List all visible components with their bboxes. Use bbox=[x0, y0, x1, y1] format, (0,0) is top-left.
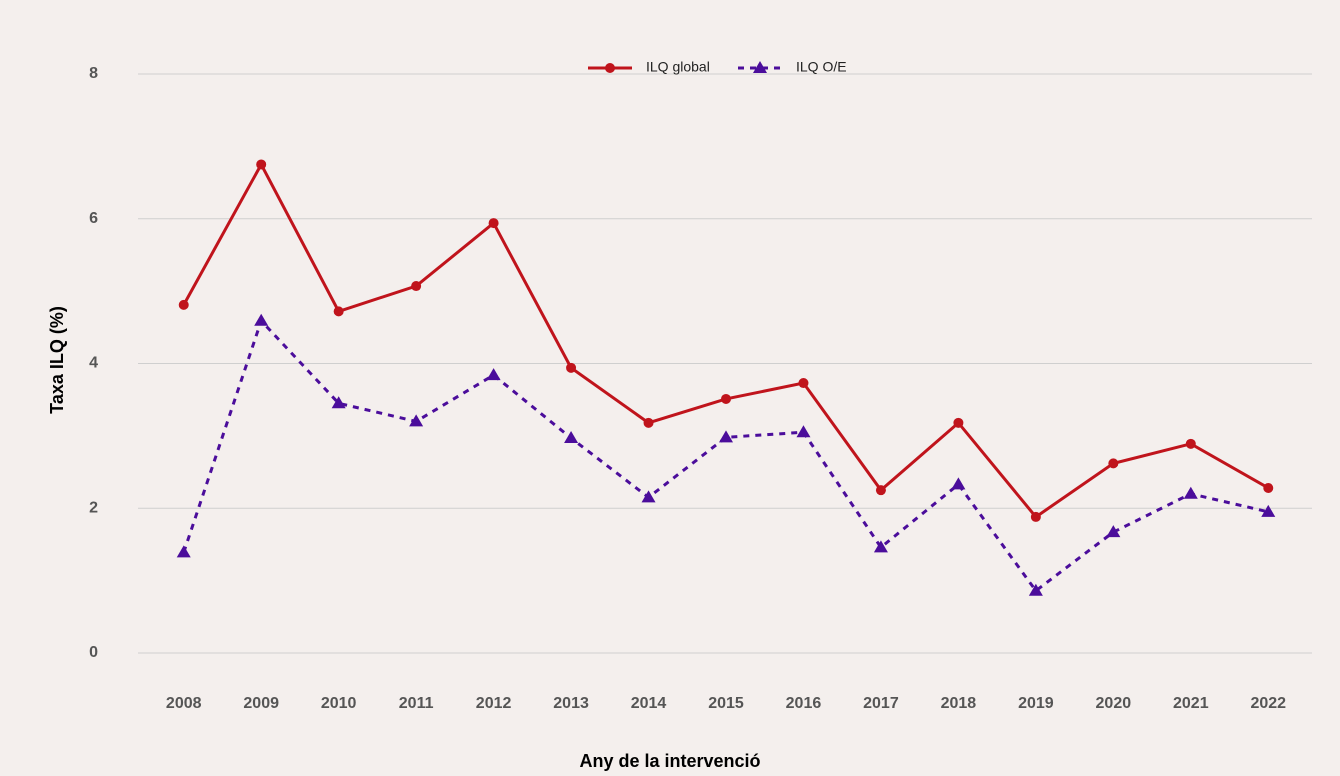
x-tick-label: 2017 bbox=[863, 695, 899, 712]
y-tick-label: 6 bbox=[89, 210, 98, 227]
legend-label: ILQ O/E bbox=[796, 59, 847, 75]
legend-marker bbox=[605, 63, 615, 73]
data-point bbox=[176, 545, 191, 558]
data-point bbox=[796, 425, 811, 438]
data-point bbox=[721, 393, 731, 404]
x-tick-label: 2009 bbox=[243, 695, 279, 712]
data-point bbox=[719, 430, 733, 443]
data-point bbox=[875, 485, 886, 496]
data-point bbox=[566, 362, 577, 373]
x-tick-label: 2020 bbox=[1096, 695, 1132, 712]
data-point bbox=[1030, 511, 1041, 522]
y-axis-title: Taxa ILQ (%) bbox=[47, 306, 67, 414]
data-point bbox=[331, 396, 346, 409]
data-point bbox=[411, 281, 422, 292]
x-tick-label: 2013 bbox=[553, 695, 589, 712]
x-tick-label: 2022 bbox=[1250, 695, 1286, 712]
y-tick-label: 2 bbox=[89, 499, 98, 516]
data-point bbox=[333, 306, 344, 317]
data-point bbox=[641, 490, 656, 503]
x-tick-label: 2019 bbox=[1018, 695, 1054, 712]
x-tick-label: 2021 bbox=[1173, 695, 1209, 712]
data-point bbox=[256, 159, 267, 170]
data-point bbox=[951, 477, 966, 490]
x-tick-label: 2015 bbox=[708, 695, 744, 712]
y-tick-label: 0 bbox=[89, 644, 98, 661]
data-point bbox=[798, 378, 809, 389]
y-tick-label: 8 bbox=[89, 65, 98, 82]
data-point bbox=[953, 417, 964, 428]
data-point bbox=[1028, 583, 1043, 596]
data-point bbox=[1185, 438, 1196, 449]
legend-label: ILQ global bbox=[646, 59, 710, 75]
data-point bbox=[409, 414, 424, 427]
data-point bbox=[873, 540, 888, 553]
data-point bbox=[643, 417, 654, 428]
x-tick-label: 2010 bbox=[321, 695, 357, 712]
data-point bbox=[1263, 482, 1274, 493]
data-point bbox=[1183, 486, 1198, 499]
data-point bbox=[1108, 458, 1119, 469]
data-point bbox=[488, 218, 499, 229]
data-point bbox=[1106, 525, 1121, 538]
data-point bbox=[254, 313, 269, 326]
x-tick-label: 2011 bbox=[399, 695, 434, 712]
data-point bbox=[564, 431, 579, 444]
data-point bbox=[178, 299, 189, 310]
x-axis-title: Any de la intervenció bbox=[579, 751, 760, 771]
x-tick-label: 2014 bbox=[631, 695, 667, 712]
y-tick-label: 4 bbox=[89, 355, 98, 372]
x-tick-label: 2008 bbox=[166, 695, 202, 712]
series-line bbox=[182, 317, 1269, 593]
data-point bbox=[486, 368, 501, 381]
data-point bbox=[1261, 504, 1276, 517]
x-tick-label: 2018 bbox=[941, 695, 977, 712]
x-tick-label: 2012 bbox=[476, 695, 512, 712]
legend-marker bbox=[753, 61, 767, 73]
x-tick-label: 2016 bbox=[786, 695, 822, 712]
